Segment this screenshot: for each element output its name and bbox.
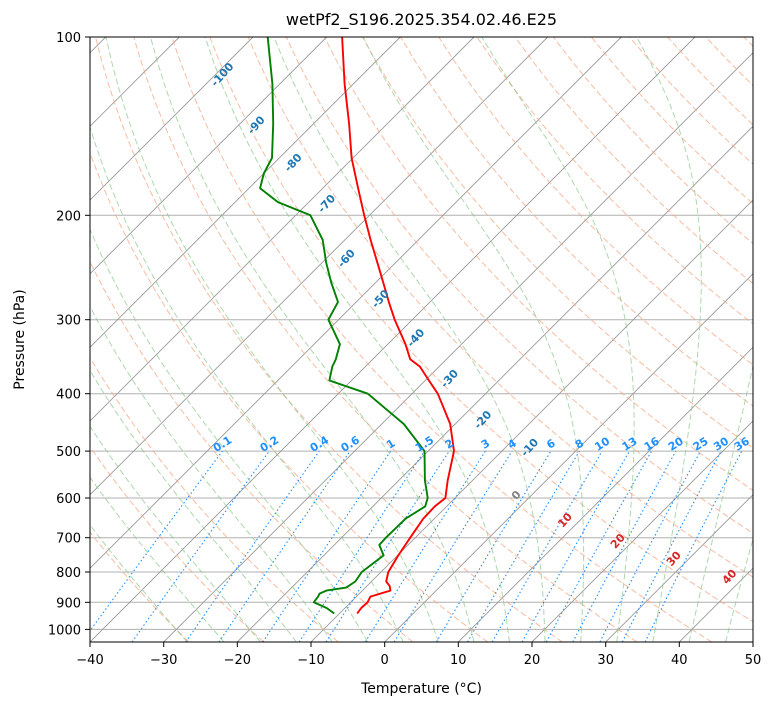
y-tick-label: 400 — [56, 388, 81, 403]
mixing-ratio-line — [644, 450, 743, 642]
moist-adiabat — [150, 37, 475, 642]
x-tick-label: 10 — [450, 653, 467, 668]
dry-adiabat — [285, 37, 753, 535]
x-tick-label: −30 — [150, 653, 177, 668]
mixing-ratio-line — [393, 450, 513, 642]
dry-adiabat — [90, 445, 264, 642]
moist-adiabat — [90, 228, 369, 642]
y-axis: 1000 900 800 700 600 500 400 300 200 100 — [48, 31, 90, 638]
dry-adiabat — [247, 37, 753, 578]
x-tick-label: 30 — [597, 653, 614, 668]
dry-adiabat — [90, 151, 488, 642]
dry-adiabat — [133, 37, 638, 642]
mixing-ratio-line — [90, 450, 223, 632]
isotherm-gridline — [90, 37, 622, 569]
dry-adiabat — [95, 37, 563, 642]
isotherm-gridline — [163, 52, 753, 642]
y-tick-label: 900 — [56, 596, 81, 611]
mixing-ratio-line — [521, 450, 630, 642]
y-tick-label: 700 — [56, 532, 81, 547]
dry-adiabat — [514, 37, 753, 285]
y-tick-label: 800 — [56, 566, 81, 581]
y-tick-label: 200 — [56, 209, 81, 224]
moist-adiabat — [90, 524, 188, 642]
mixing-ratio-line — [262, 450, 392, 642]
y-tick-label: 100 — [56, 31, 81, 46]
mixing-ratio-line — [325, 450, 450, 642]
mixing-ratio-line — [572, 450, 677, 642]
isotherm-gridline — [90, 37, 549, 496]
y-tick-label: 600 — [56, 492, 81, 507]
plot-frame — [89, 36, 754, 643]
isotherm-gridline — [90, 37, 328, 275]
isotherm-gridline — [236, 125, 753, 642]
moist-adiabat — [204, 37, 510, 642]
isotherm-gridline — [90, 37, 475, 422]
x-tick-label: 0 — [381, 653, 389, 668]
isotherm-gridline — [90, 37, 401, 348]
y-tick-label: 1000 — [48, 623, 81, 638]
y-axis-label: Pressure (hPa) — [12, 289, 28, 389]
x-tick-label: −40 — [76, 653, 103, 668]
moist-adiabat — [273, 37, 546, 642]
dry-adiabat — [400, 37, 753, 407]
y-tick-label: 500 — [56, 445, 81, 460]
y-tick-label: 300 — [56, 314, 81, 329]
isotherm-gridline — [605, 494, 753, 642]
moist-adiabat — [90, 425, 261, 642]
moist-adiabat — [90, 369, 297, 642]
moist-adiabat — [90, 476, 225, 642]
isotherm-gridline — [90, 37, 254, 201]
mixing-ratio-line — [185, 450, 320, 642]
x-tick-label: 50 — [745, 653, 762, 668]
dry-adiabat — [171, 37, 712, 642]
dry-adiabat — [362, 37, 753, 449]
dewpoint-profile — [259, 37, 429, 615]
moist-adiabat — [481, 37, 635, 642]
dry-adiabat — [438, 37, 753, 366]
isotherm-gridline — [90, 37, 696, 642]
dry-adiabat — [209, 37, 753, 623]
dry-adiabat — [90, 531, 190, 642]
x-axis-label: Temperature (°C) — [360, 681, 482, 697]
x-tick-label: −20 — [224, 653, 251, 668]
isotherm-gridline — [457, 346, 753, 642]
chart-title: wetPf2_S196.2025.354.02.46.E25 — [286, 10, 557, 30]
mixing-ratio-line — [131, 450, 270, 642]
mixing-ratio-line — [545, 450, 653, 642]
x-tick-label: 40 — [671, 653, 688, 668]
x-axis: −40 −30 −20 −10 0 10 20 30 40 50 — [76, 642, 761, 668]
x-tick-label: −10 — [297, 653, 324, 668]
mixing-ratio-line — [218, 450, 351, 642]
moist-adiabat — [105, 37, 439, 642]
sounding-lines — [259, 37, 455, 615]
isotherm-gridline — [531, 420, 753, 642]
isotherm-gridline — [384, 273, 753, 642]
moist-adiabat — [636, 37, 702, 642]
moist-adiabat — [90, 305, 333, 642]
dry-adiabat — [90, 356, 339, 642]
background-lines — [90, 37, 753, 642]
moist-adiabat — [362, 37, 585, 642]
mixing-ratio-line — [298, 450, 425, 642]
dry-adiabat — [90, 260, 414, 642]
temperature-profile — [341, 37, 455, 615]
moist-adiabat — [90, 125, 404, 642]
x-tick-label: 20 — [524, 653, 541, 668]
